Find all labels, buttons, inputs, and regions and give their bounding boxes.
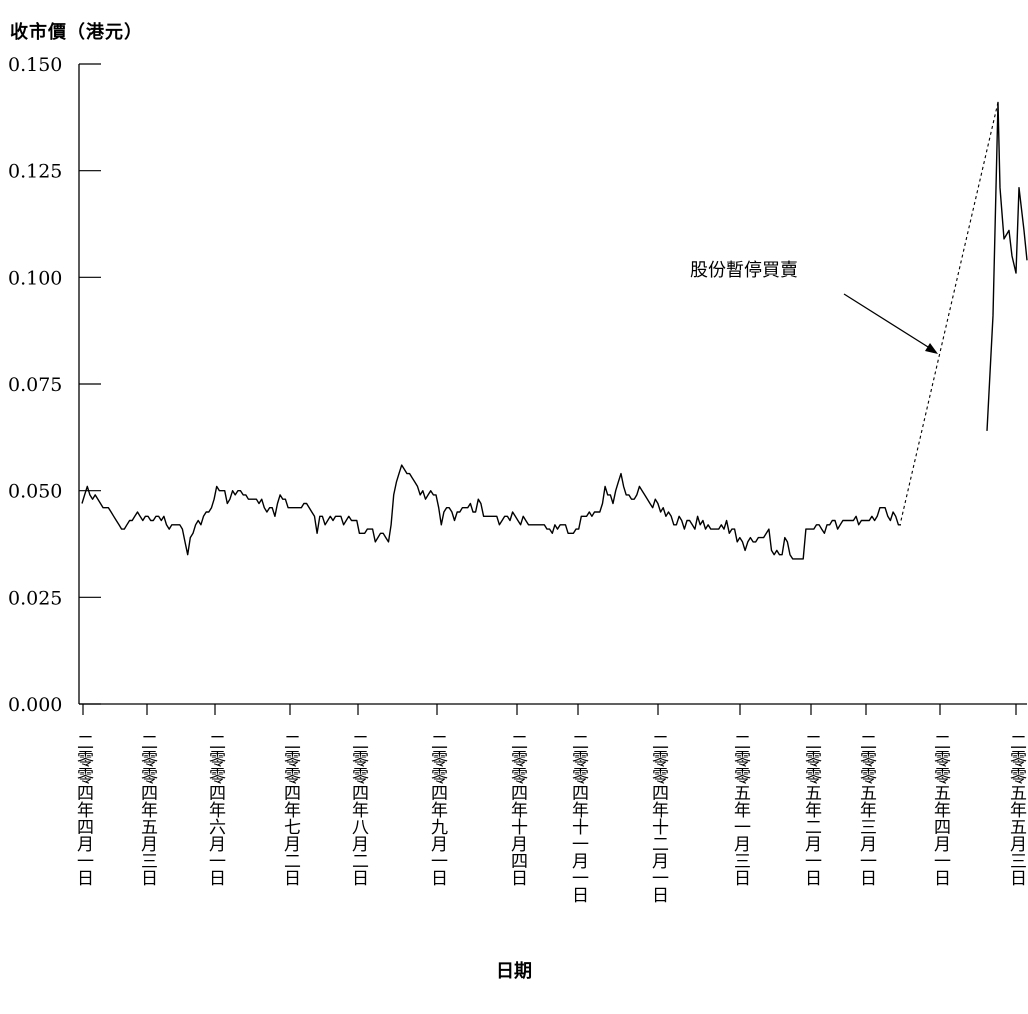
price-line-after-resumption <box>986 101 1028 431</box>
y-tick-label: 0.000 <box>8 694 62 716</box>
x-tick-label: 二零零五年一月三日 <box>730 733 751 886</box>
x-tick-label: 二零零四年四月一日 <box>73 733 94 886</box>
annotation-arrowhead <box>925 343 938 354</box>
y-tick-label: 0.100 <box>8 267 62 289</box>
series <box>81 101 1028 560</box>
x-tick-label: 二零零五年三月一日 <box>856 733 877 886</box>
x-axis-title: 日期 <box>496 961 532 982</box>
y-axis-title: 收市價（港元） <box>10 22 143 43</box>
x-tick-label: 二零零五年五月三日 <box>1006 733 1027 886</box>
x-ticks: 二零零四年四月一日 二零零四年五月三日 二零零四年六月一日 二零零四年七月二日 二零零四… <box>73 704 1027 903</box>
x-tick-label: 二零零五年四月一日 <box>930 733 951 886</box>
suspension-annotation-label: 股份暫停買賣 <box>690 260 798 281</box>
x-tick-label: 二零零四年九月一日 <box>427 733 448 886</box>
x-tick-label: 二零零四年十二月一日 <box>648 733 669 903</box>
price-line-before-suspension <box>81 464 901 560</box>
annotation-arrow <box>843 293 937 353</box>
y-tick-label: 0.050 <box>8 481 62 503</box>
axes <box>78 64 1027 705</box>
x-tick-label: 二零零四年七月二日 <box>280 733 301 886</box>
y-tick-label: 0.025 <box>8 587 62 609</box>
annotation: 股份暫停買賣 <box>690 260 938 354</box>
y-ticks: 0.000 0.025 0.050 0.075 0.100 0.125 0.150 <box>8 54 101 716</box>
y-tick-label: 0.125 <box>8 161 62 183</box>
x-tick-label: 二零零四年六月一日 <box>205 733 226 886</box>
suspension-dashed-line <box>900 102 999 521</box>
x-tick-label: 二零零四年十月四日 <box>507 733 528 886</box>
x-tick-label: 二零零四年五月三日 <box>137 733 158 886</box>
x-tick-label: 二零零五年二月一日 <box>801 733 822 886</box>
y-tick-label: 0.075 <box>8 374 62 396</box>
x-tick-label: 二零零四年十一月一日 <box>568 733 589 903</box>
x-tick-label: 二零零四年八月二日 <box>348 733 369 886</box>
price-chart: 0.000 0.025 0.050 0.075 0.100 0.125 0.150 二零零四… <box>8 54 1028 903</box>
y-tick-label: 0.150 <box>8 54 62 76</box>
